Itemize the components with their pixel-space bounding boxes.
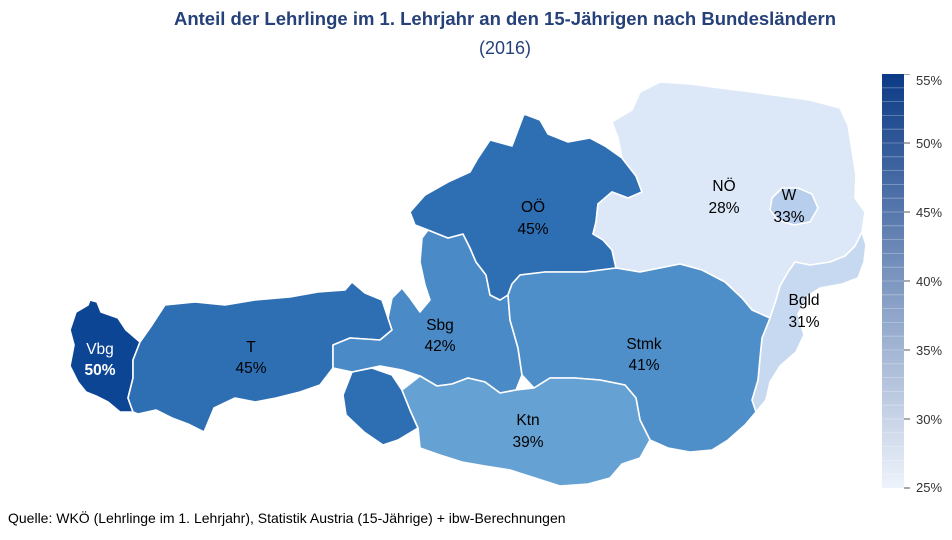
source-note: Quelle: WKÖ (Lehrlinge im 1. Lehrjahr), … — [8, 510, 566, 526]
austria-map: Vbg 50% T 45% Sbg 42% OÖ 45% NÖ 28% W 33… — [69, 81, 867, 487]
legend-tick-label: 55% — [916, 74, 942, 88]
label-w-value: 33% — [773, 209, 804, 226]
map-title: Anteil der Lehrlinge im 1. Lehrjahr an d… — [173, 8, 837, 29]
label-stmk-abbr: Stmk — [626, 336, 662, 353]
label-t-abbr: T — [246, 339, 256, 356]
region-w[interactable] — [769, 187, 819, 226]
label-t-value: 45% — [235, 360, 266, 377]
label-bgld-value: 31% — [788, 314, 819, 331]
legend-band-lines — [882, 87, 904, 475]
map-subtitle: (2016) — [478, 38, 532, 58]
label-stmk-value: 41% — [628, 357, 659, 374]
color-legend: 55% 50% 45% 40% 35% 30% 25% — [882, 74, 942, 494]
legend-tick-label: 45% — [916, 205, 942, 220]
label-ooe-abbr: OÖ — [521, 198, 545, 216]
label-vbg-value: 50% — [84, 362, 115, 379]
legend-tick-label: 50% — [916, 136, 942, 151]
label-noe-abbr: NÖ — [712, 177, 735, 195]
legend-tick-label: 30% — [916, 412, 942, 427]
legend-color-bar — [882, 74, 904, 488]
label-ktn-abbr: Ktn — [516, 412, 539, 429]
legend-tick-label: 25% — [916, 480, 942, 494]
label-ooe-value: 45% — [517, 221, 548, 238]
label-bgld-abbr: Bgld — [788, 292, 819, 309]
label-sbg-abbr: Sbg — [426, 317, 454, 334]
region-t-osttirol[interactable] — [342, 367, 419, 446]
label-ktn-value: 39% — [512, 434, 543, 451]
label-w-abbr: W — [782, 187, 797, 204]
label-vbg-abbr: Vbg — [86, 341, 114, 358]
region-vbg[interactable] — [69, 299, 141, 413]
legend-tick-label: 40% — [916, 274, 942, 289]
legend-tick-label: 35% — [916, 343, 942, 358]
label-noe-value: 28% — [708, 200, 739, 217]
label-sbg-value: 42% — [424, 338, 455, 355]
region-ktn[interactable] — [401, 375, 651, 487]
